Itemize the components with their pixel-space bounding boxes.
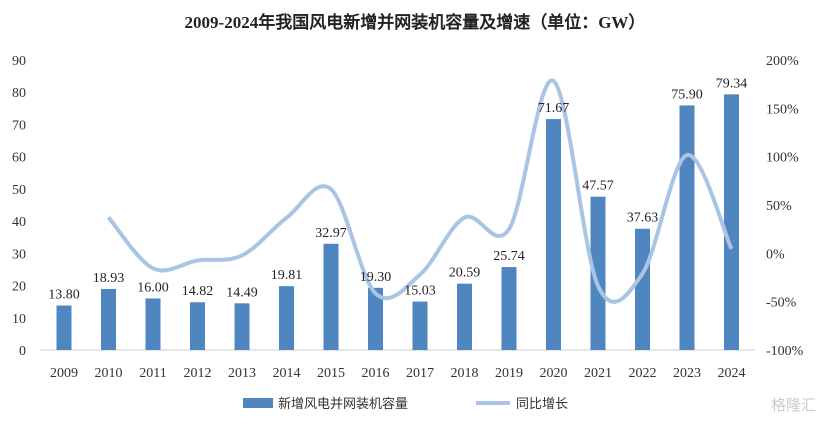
legend-line-label: 同比增长: [516, 397, 568, 412]
left-tick-label: 30: [12, 247, 26, 262]
right-tick-label: 150%: [766, 102, 799, 117]
x-tick-label: 2012: [184, 366, 212, 381]
x-tick-label: 2013: [228, 366, 256, 381]
bar-value-label: 47.57: [582, 179, 614, 194]
x-tick-label: 2016: [362, 366, 390, 381]
x-tick-label: 2024: [718, 366, 746, 381]
bar-value-label: 32.97: [315, 226, 347, 241]
bar-value-label: 19.30: [360, 270, 392, 285]
left-tick-label: 0: [19, 344, 26, 359]
x-tick-label: 2009: [50, 366, 78, 381]
x-tick-label: 2021: [584, 366, 612, 381]
right-tick-label: 50%: [766, 199, 792, 214]
x-tick-label: 2010: [95, 366, 123, 381]
bar-2013: [235, 303, 250, 350]
bar-value-label: 14.49: [226, 285, 258, 300]
left-tick-label: 40: [12, 215, 26, 230]
bar-2020: [546, 119, 561, 350]
right-tick-label: 100%: [766, 151, 799, 166]
legend-bar-swatch: [243, 398, 273, 408]
bar-2017: [413, 302, 428, 350]
left-tick-label: 80: [12, 86, 26, 101]
watermark-logo: 格隆汇: [771, 394, 816, 415]
x-tick-label: 2011: [139, 366, 166, 381]
bar-value-label: 79.34: [716, 76, 748, 91]
bar-2010: [101, 289, 116, 350]
bar-2022: [635, 229, 650, 350]
bar-2012: [190, 302, 205, 350]
x-tick-label: 2020: [540, 366, 568, 381]
x-tick-label: 2018: [451, 366, 479, 381]
x-tick-label: 2014: [273, 366, 301, 381]
left-tick-label: 90: [12, 54, 26, 69]
x-tick-label: 2015: [317, 366, 345, 381]
right-tick-label: -50%: [766, 296, 797, 311]
bar-2024: [724, 94, 739, 350]
bar-value-label: 20.59: [449, 266, 481, 281]
bar-value-label: 14.82: [182, 284, 214, 299]
bar-value-label: 16.00: [137, 280, 169, 295]
left-tick-label: 10: [12, 312, 26, 327]
bar-value-label: 19.81: [271, 268, 303, 283]
right-tick-label: -100%: [766, 344, 804, 359]
bar-2009: [57, 306, 72, 350]
x-tick-label: 2022: [629, 366, 657, 381]
legend: 新增风电并网装机容量 同比增长: [243, 396, 568, 412]
bar-value-label: 25.74: [493, 249, 525, 264]
bar-2014: [279, 286, 294, 350]
x-tick-label: 2019: [495, 366, 523, 381]
bar-value-label: 37.63: [627, 211, 659, 226]
right-axis: -100% -50% 0% 50% 100% 150% 200%: [766, 54, 804, 359]
bar-2011: [146, 298, 161, 350]
bar-value-label: 71.67: [538, 101, 570, 116]
left-tick-label: 70: [12, 118, 26, 133]
chart-title: 2009-2024年我国风电新增并网装机容量及增速（单位：GW）: [185, 12, 646, 32]
bar-2015: [324, 244, 339, 350]
left-tick-label: 20: [12, 280, 26, 295]
left-tick-label: 50: [12, 183, 26, 198]
legend-bar-label: 新增风电并网装机容量: [278, 396, 408, 412]
bar-value-label: 18.93: [93, 271, 125, 286]
x-axis: 2009 2010 2011 2012 2013 2014 2015 2016 2017 2018…: [40, 350, 755, 381]
x-tick-label: 2017: [406, 366, 434, 381]
bar-2018: [457, 284, 472, 350]
left-tick-label: 60: [12, 151, 26, 166]
bar-2023: [680, 105, 695, 350]
bar-value-label: 13.80: [48, 288, 80, 303]
bar-value-label: 75.90: [671, 87, 703, 102]
bar-value-label: 15.03: [404, 284, 436, 299]
x-tick-label: 2023: [673, 366, 701, 381]
left-axis: 0 10 20 30 40 50 60 70 80 90: [12, 54, 26, 359]
right-tick-label: 0%: [766, 247, 785, 262]
right-tick-label: 200%: [766, 54, 799, 69]
bar-2019: [502, 267, 517, 350]
